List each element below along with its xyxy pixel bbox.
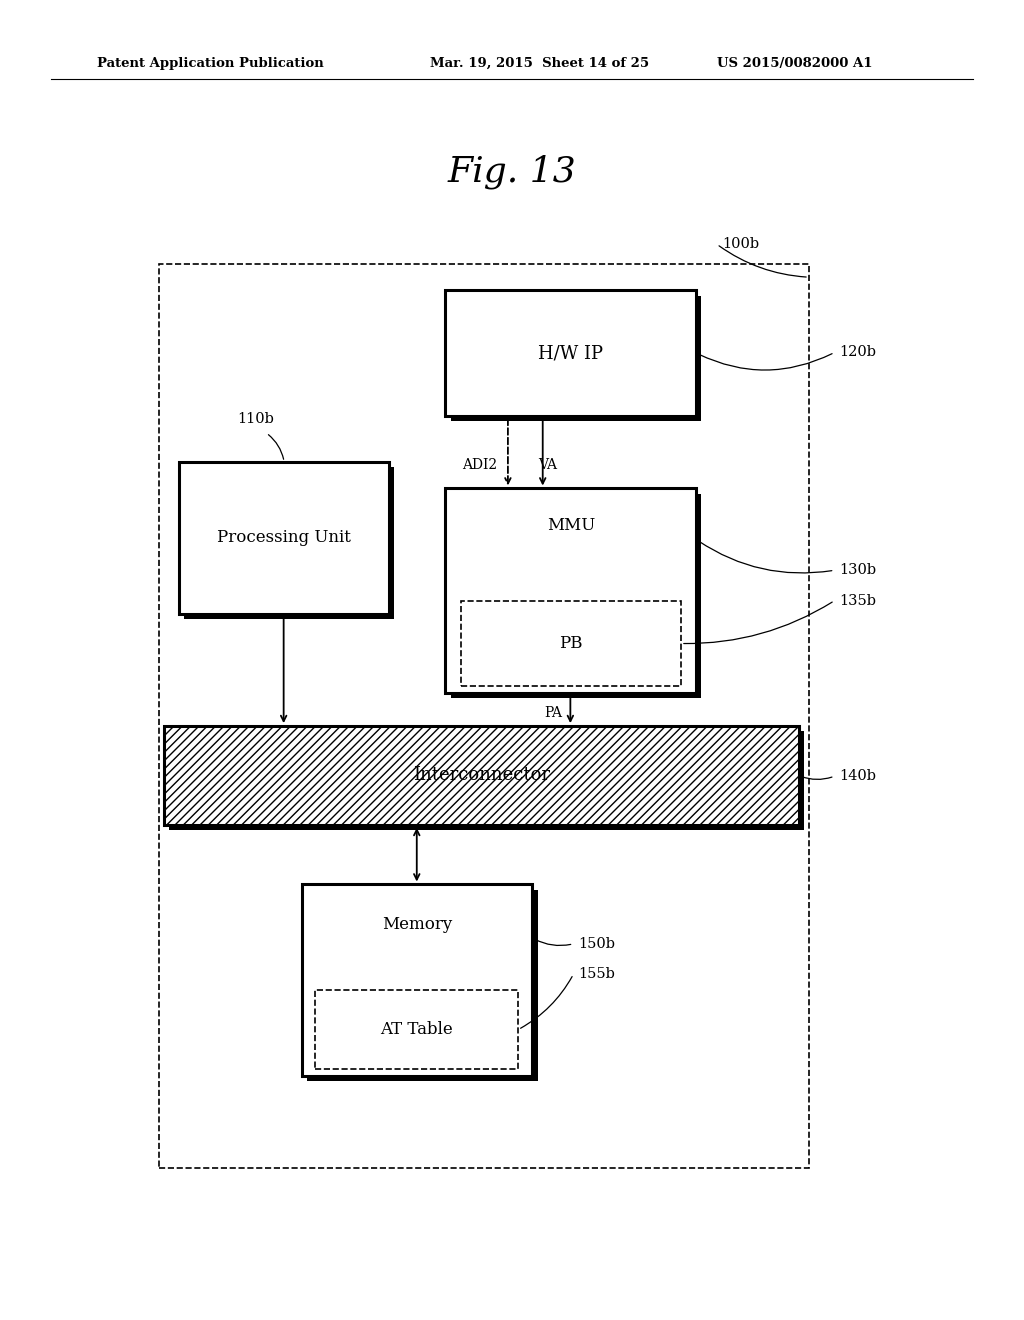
Bar [451, 296, 701, 421]
Text: ADI2: ADI2 [462, 458, 497, 471]
Text: VA: VA [539, 458, 557, 471]
Text: US 2015/0082000 A1: US 2015/0082000 A1 [717, 57, 872, 70]
Text: 155b: 155b [579, 968, 615, 981]
Bar [445, 488, 696, 693]
Bar [307, 890, 538, 1081]
Text: 135b: 135b [840, 594, 877, 607]
Text: 150b: 150b [579, 937, 615, 950]
Text: PA: PA [544, 706, 562, 719]
Bar [451, 494, 701, 698]
Bar [159, 264, 809, 1168]
Bar [302, 884, 532, 1076]
Text: 140b: 140b [840, 770, 877, 783]
Text: MMU: MMU [547, 517, 595, 533]
Text: 110b: 110b [238, 412, 274, 426]
Text: Memory: Memory [382, 916, 453, 932]
Bar [315, 990, 518, 1069]
Bar [445, 290, 696, 416]
Text: 130b: 130b [840, 564, 877, 577]
Text: H/W IP: H/W IP [539, 345, 603, 362]
Text: Processing Unit: Processing Unit [217, 529, 351, 546]
Text: Fig. 13: Fig. 13 [447, 154, 577, 189]
Bar [164, 726, 799, 825]
Bar [169, 731, 804, 830]
Text: 100b: 100b [722, 238, 759, 251]
Text: PB: PB [559, 635, 583, 652]
Text: 120b: 120b [840, 346, 877, 359]
Bar [179, 462, 389, 614]
Text: Interconnector: Interconnector [413, 767, 550, 784]
Bar [461, 601, 681, 686]
Text: Patent Application Publication: Patent Application Publication [97, 57, 324, 70]
Text: AT Table: AT Table [380, 1022, 454, 1038]
Bar [184, 467, 394, 619]
Text: Mar. 19, 2015  Sheet 14 of 25: Mar. 19, 2015 Sheet 14 of 25 [430, 57, 649, 70]
